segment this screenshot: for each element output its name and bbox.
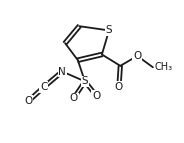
Text: N: N [58,66,66,77]
Text: O: O [133,51,141,61]
Text: O: O [92,91,100,101]
Text: C: C [40,82,47,92]
Text: O: O [115,82,123,92]
Text: O: O [24,96,32,106]
Text: S: S [82,76,88,86]
Text: O: O [70,93,78,103]
Text: CH₃: CH₃ [154,62,172,72]
Text: S: S [106,25,112,35]
